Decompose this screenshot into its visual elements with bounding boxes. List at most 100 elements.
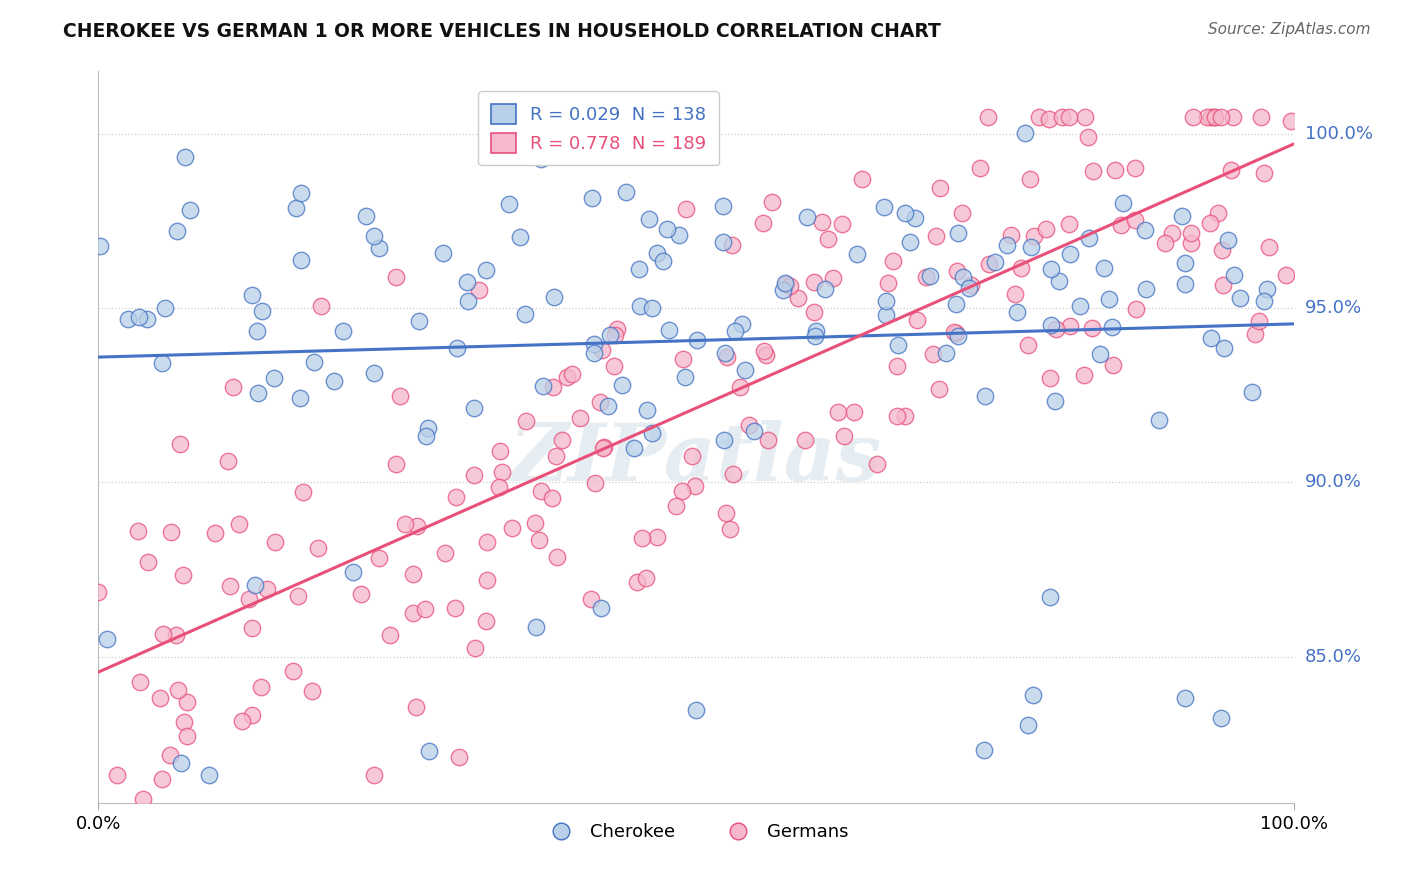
- Point: [402, 606, 425, 620]
- Point: [444, 600, 467, 615]
- Point: [449, 749, 471, 764]
- Point: [128, 310, 150, 325]
- Point: [606, 321, 628, 335]
- Point: [775, 277, 797, 291]
- Point: [920, 268, 942, 283]
- Point: [945, 326, 967, 341]
- Point: [811, 214, 834, 228]
- Point: [170, 756, 193, 771]
- Point: [686, 334, 709, 348]
- Point: [721, 237, 744, 252]
- Point: [384, 269, 406, 284]
- Point: [636, 403, 658, 417]
- Point: [775, 277, 797, 292]
- Point: [1057, 110, 1080, 124]
- Point: [1039, 318, 1062, 332]
- Point: [256, 582, 278, 597]
- Text: 90.0%: 90.0%: [1305, 474, 1361, 491]
- Point: [734, 363, 756, 377]
- Point: [350, 587, 373, 601]
- Point: [1240, 385, 1263, 400]
- Point: [641, 301, 664, 315]
- Point: [246, 324, 269, 338]
- Point: [250, 680, 273, 694]
- Point: [636, 570, 658, 584]
- Point: [772, 283, 794, 297]
- Point: [543, 290, 565, 304]
- Point: [541, 491, 564, 505]
- Point: [332, 325, 354, 339]
- Point: [408, 314, 430, 328]
- Point: [882, 254, 904, 268]
- Point: [755, 348, 778, 362]
- Point: [149, 691, 172, 706]
- Text: CHEROKEE VS GERMAN 1 OR MORE VEHICLES IN HOUSEHOLD CORRELATION CHART: CHEROKEE VS GERMAN 1 OR MORE VEHICLES IN…: [63, 22, 941, 41]
- Point: [105, 768, 128, 782]
- Point: [541, 380, 564, 394]
- Point: [592, 441, 614, 455]
- Point: [1123, 161, 1146, 176]
- Point: [658, 323, 681, 337]
- Point: [444, 490, 467, 504]
- Point: [1147, 413, 1170, 427]
- Point: [533, 379, 555, 393]
- Point: [583, 337, 606, 351]
- Point: [555, 370, 578, 384]
- Point: [960, 278, 983, 293]
- Point: [515, 307, 537, 321]
- Point: [1017, 338, 1039, 352]
- Point: [973, 743, 995, 757]
- Point: [886, 359, 908, 373]
- Point: [903, 211, 925, 225]
- Point: [1201, 331, 1223, 345]
- Point: [603, 328, 626, 343]
- Point: [172, 568, 194, 582]
- Point: [974, 389, 997, 403]
- Point: [363, 228, 385, 243]
- Point: [803, 275, 825, 289]
- Point: [165, 628, 187, 642]
- Point: [1073, 110, 1095, 124]
- Point: [589, 394, 612, 409]
- Point: [363, 367, 385, 381]
- Point: [628, 299, 651, 313]
- Point: [231, 714, 253, 728]
- Text: 85.0%: 85.0%: [1305, 648, 1361, 665]
- Point: [153, 301, 176, 316]
- Point: [290, 186, 312, 200]
- Point: [1014, 126, 1036, 140]
- Point: [446, 341, 468, 355]
- Point: [851, 171, 873, 186]
- Point: [1202, 110, 1225, 124]
- Point: [752, 216, 775, 230]
- Point: [138, 555, 160, 569]
- Point: [1250, 110, 1272, 124]
- Point: [623, 441, 645, 455]
- Point: [263, 371, 285, 385]
- Point: [204, 525, 226, 540]
- Point: [1174, 277, 1197, 291]
- Point: [672, 351, 695, 366]
- Point: [794, 433, 817, 447]
- Point: [217, 454, 239, 468]
- Point: [546, 550, 568, 565]
- Point: [240, 708, 263, 723]
- Point: [591, 343, 613, 358]
- Point: [488, 480, 510, 494]
- Point: [323, 374, 346, 388]
- Point: [1123, 213, 1146, 227]
- Point: [724, 324, 747, 338]
- Point: [1213, 341, 1236, 355]
- Point: [89, 239, 111, 253]
- Point: [821, 270, 844, 285]
- Point: [1220, 163, 1243, 178]
- Point: [1135, 282, 1157, 296]
- Point: [925, 229, 948, 244]
- Point: [832, 428, 855, 442]
- Point: [614, 185, 637, 199]
- Point: [845, 247, 868, 261]
- Point: [342, 566, 364, 580]
- Point: [942, 325, 965, 339]
- Point: [307, 541, 329, 555]
- Point: [875, 308, 897, 322]
